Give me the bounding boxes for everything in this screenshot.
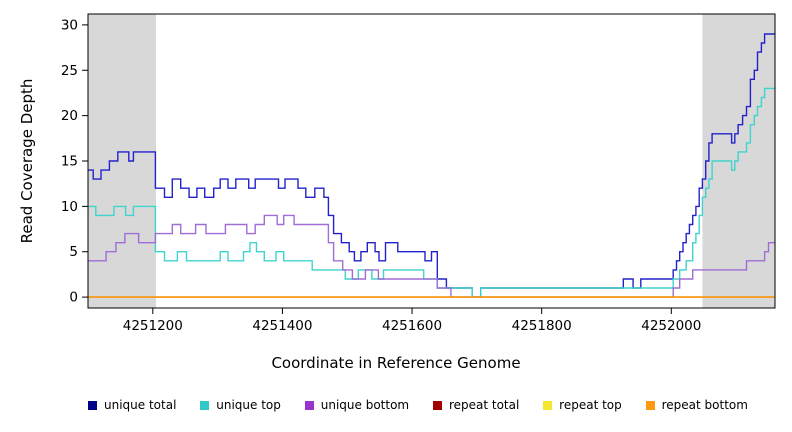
legend-swatch-unique-total: [88, 400, 97, 410]
svg-text:5: 5: [69, 244, 78, 260]
legend-label-unique-bottom: unique bottom: [320, 398, 410, 412]
legend-item-repeat-total: repeat total: [432, 398, 520, 412]
legend-item-repeat-bottom: repeat bottom: [645, 398, 748, 412]
svg-text:30: 30: [61, 17, 78, 33]
svg-text:25: 25: [61, 63, 78, 79]
legend-label-repeat-bottom: repeat bottom: [661, 398, 748, 412]
legend-label-unique-total: unique total: [104, 398, 177, 412]
svg-text:0: 0: [69, 290, 78, 306]
legend-label-unique-top: unique top: [216, 398, 281, 412]
svg-text:4251800: 4251800: [512, 318, 572, 334]
svg-text:4252000: 4252000: [641, 318, 701, 334]
legend-swatch-repeat-top: [543, 400, 553, 410]
svg-text:20: 20: [61, 108, 78, 124]
legend: unique total unique top unique bottom re…: [88, 398, 748, 412]
svg-text:4251600: 4251600: [382, 318, 442, 334]
y-axis-title: Read Coverage Depth: [18, 78, 36, 244]
legend-label-repeat-total: repeat total: [448, 398, 520, 412]
legend-item-unique-bottom: unique bottom: [304, 398, 410, 412]
legend-label-repeat-top: repeat top: [559, 398, 622, 412]
legend-swatch-unique-bottom: [304, 400, 314, 410]
legend-swatch-unique-top: [200, 400, 210, 410]
svg-text:4251200: 4251200: [123, 318, 183, 334]
svg-text:4251400: 4251400: [252, 318, 312, 334]
legend-item-unique-top: unique top: [200, 398, 281, 412]
legend-swatch-repeat-total: [432, 400, 442, 410]
svg-text:10: 10: [61, 199, 78, 215]
legend-item-unique-total: unique total: [88, 398, 176, 412]
legend-swatch-repeat-bottom: [645, 400, 655, 410]
legend-item-repeat-top: repeat top: [543, 398, 622, 412]
svg-text:15: 15: [61, 154, 78, 170]
x-axis-title: Coordinate in Reference Genome: [271, 354, 521, 372]
coverage-plot: 4251200 4251400 4251600 4251800 4252000 0 5 10 1…: [61, 13, 776, 334]
